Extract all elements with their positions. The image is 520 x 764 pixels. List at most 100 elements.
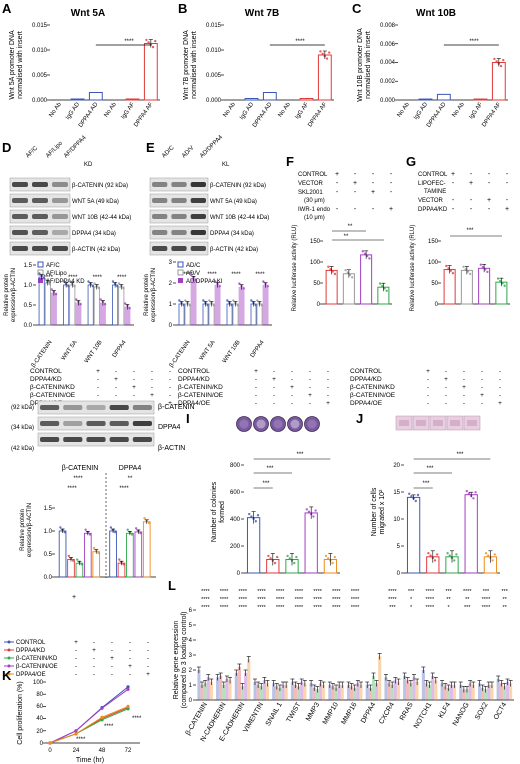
blot-band [152, 246, 168, 251]
data-point [256, 299, 259, 302]
legend-marker [7, 648, 11, 652]
data-point [327, 557, 330, 560]
panel-f-row: IWR-1 endo [298, 207, 331, 213]
panel-l-yticks: 0 1 2 3 4 5 6 [189, 608, 196, 704]
legend-marker [7, 656, 11, 660]
sign-mark: - [390, 171, 393, 178]
data-point [427, 552, 430, 555]
panel-e-ytick: 0 [169, 323, 173, 329]
legend-swatch [178, 278, 183, 283]
bar [360, 254, 373, 305]
blot-band [86, 421, 106, 426]
blot-band [12, 182, 28, 187]
sig-mark: **** [351, 597, 360, 603]
panel-j-ytick: 0 [397, 571, 401, 577]
panel-j-letter: J [356, 411, 363, 426]
sign-mark: - [506, 180, 509, 187]
panel-d-band-label: β-CATENIN (92 kDa) [72, 183, 128, 189]
sig-mark: **** [93, 275, 103, 281]
sign-mark: - [372, 171, 375, 178]
data-point [236, 304, 239, 307]
panel-c-ytick: 0.008 [380, 23, 396, 29]
data-point [68, 280, 72, 283]
panel-d-ytick: 1.0 [24, 283, 33, 289]
condition-sign: - [309, 376, 311, 383]
bar [124, 306, 131, 326]
condition-sign: - [427, 376, 429, 383]
data-point [226, 299, 229, 302]
panel-j-plates [395, 415, 481, 431]
data-point [366, 254, 369, 258]
panel-k: K Cell proliferation (%) 0 20 40 60 80 1… [2, 668, 142, 764]
data-point [481, 265, 485, 269]
blot-band [132, 405, 152, 410]
panel-e-lane: AD/C [161, 145, 176, 160]
data-point [286, 554, 289, 558]
blot-band [86, 437, 106, 442]
migration-cells [467, 420, 477, 426]
bar [92, 551, 101, 578]
panel-k-sig: **** [104, 724, 114, 730]
blot-band [190, 182, 206, 187]
migration-cells [433, 420, 443, 426]
panel-e-letter: E [146, 140, 155, 155]
sign-mark: - [354, 206, 357, 213]
bar [403, 675, 407, 701]
panel-f-ytick: 0 [317, 302, 321, 308]
condition-sign: + [462, 384, 466, 391]
series-point [126, 687, 130, 691]
panel-a-ylabel-2: normalised with insert [17, 31, 24, 99]
condition-sign: - [499, 392, 501, 399]
sign-mark: - [506, 171, 509, 178]
series-line [49, 686, 129, 744]
blot-band [171, 246, 187, 251]
panel-a: A Wnt 5A Wnt 5A promoter DNA normalised … [2, 1, 160, 129]
data-point [486, 270, 489, 274]
panel-e-legend: AD/V [186, 271, 200, 277]
condition-sign: - [169, 392, 171, 399]
condition-sign: - [147, 639, 149, 646]
condition-sign: - [75, 671, 77, 678]
condition-sign: - [499, 384, 501, 391]
panel-d-lane: KD [84, 162, 93, 168]
sig-mark: *** [389, 605, 396, 611]
data-point [93, 282, 96, 285]
data-point [329, 268, 332, 271]
data-point [293, 561, 296, 565]
x-category: DPPA4 AF [133, 101, 154, 128]
panel-i-sig: *** [266, 466, 274, 472]
condition-sign: + [72, 594, 76, 601]
blot-band [52, 182, 68, 187]
panel-a-ylabel-1: Wnt 5A promoter DNA [9, 30, 16, 100]
panel-a-ytick: 0.015 [32, 23, 48, 29]
blot-band [152, 230, 168, 235]
panel-j-ytick: 5 [397, 544, 401, 550]
sign-mark: + [487, 197, 491, 204]
panel-d-lane: AF/DPPA4 [63, 135, 88, 160]
sign-mark: + [505, 206, 509, 213]
bar [142, 521, 151, 578]
data-point [91, 285, 95, 288]
x-category: KLF4 [438, 701, 452, 719]
blot-band [40, 421, 60, 426]
data-point [59, 526, 62, 529]
legend-swatch [177, 269, 184, 276]
data-point [446, 552, 449, 555]
x-category: No Ab [104, 101, 119, 118]
panel-c-ytick: 0.004 [380, 60, 396, 66]
sign-mark: - [470, 197, 473, 204]
condition-sign: + [254, 368, 258, 375]
panel-g-ytick: 50 [431, 281, 438, 287]
data-point [154, 39, 157, 43]
data-point [455, 553, 458, 556]
panel-f-row: (30 μm) [304, 198, 325, 204]
sig-mark: **** [313, 605, 322, 611]
condition-sign: + [308, 392, 312, 399]
panel-f-signs: + - - - - + - - - - + - - - - + [335, 171, 393, 213]
condition-sign: + [92, 647, 96, 654]
sign-mark: - [452, 197, 455, 204]
colony-plate-inner [239, 419, 249, 429]
bar [262, 284, 269, 326]
data-point [130, 533, 134, 536]
